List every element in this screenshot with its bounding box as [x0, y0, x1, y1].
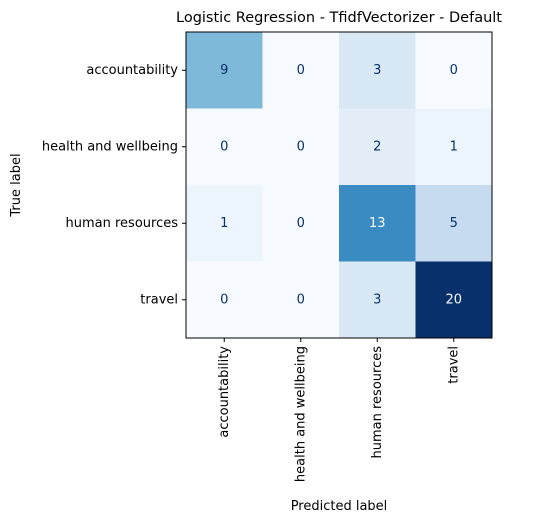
- cell-value-label: 5: [450, 216, 458, 231]
- heatmap-cell: [339, 185, 416, 262]
- cell-value-label: 2: [373, 139, 381, 154]
- heatmap-cell: [415, 32, 493, 109]
- cell-value-label: 9: [220, 63, 228, 78]
- cell-value-label: 0: [450, 63, 458, 78]
- heatmap-cell: [186, 108, 263, 186]
- x-tick-label: health and wellbeing: [293, 346, 308, 482]
- cell-value-label: 0: [297, 139, 305, 154]
- cell-value-label: 0: [297, 216, 305, 231]
- heatmap-cell: [262, 108, 340, 186]
- x-axis-label: Predicted label: [291, 499, 388, 514]
- x-tick-label: travel: [446, 346, 461, 384]
- cell-value-labels: 9 0 3 0 0 0 2 1 1 0 13 5 0 0 3 20: [220, 63, 462, 308]
- heatmap-cell: [186, 261, 263, 339]
- cell-value-label: 3: [373, 292, 381, 307]
- cell-value-label: 3: [373, 63, 381, 78]
- heatmap-cell: [262, 185, 340, 262]
- heatmap-cell: [415, 108, 493, 186]
- x-tick-label: accountability: [217, 346, 232, 438]
- y-axis-label: True label: [9, 153, 24, 217]
- cell-value-label: 1: [220, 216, 228, 231]
- y-tick-label: accountability: [86, 63, 178, 78]
- heatmap-cell: [415, 185, 493, 262]
- x-axis-ticks: accountability health and wellbeing human …: [217, 338, 461, 482]
- cell-value-label: 20: [445, 292, 462, 307]
- heatmap-cell: [339, 108, 416, 186]
- chart-title: Logistic Regression - TfidfVectorizer - …: [176, 10, 502, 26]
- cell-value-label: 0: [297, 63, 305, 78]
- x-tick-label: human resources: [370, 346, 385, 459]
- cell-value-label: 0: [220, 292, 228, 307]
- heatmap-cell: [262, 261, 340, 339]
- heatmap-cell: [186, 32, 263, 109]
- cell-value-label: 13: [369, 216, 386, 231]
- y-axis-ticks: accountability health and wellbeing human …: [42, 63, 186, 307]
- heatmap-cell: [186, 185, 263, 262]
- plot-frame: [185, 31, 493, 339]
- cell-value-label: 0: [220, 139, 228, 154]
- heatmap-cell: [415, 261, 493, 339]
- y-tick-label: travel: [140, 292, 178, 307]
- heatmap-cell: [262, 32, 340, 109]
- cell-value-label: 0: [297, 292, 305, 307]
- y-tick-label: health and wellbeing: [42, 139, 178, 154]
- heatmap-cells: [186, 32, 493, 339]
- y-tick-label: human resources: [66, 216, 179, 231]
- cell-value-label: 1: [450, 139, 458, 154]
- heatmap-cell: [339, 32, 416, 109]
- heatmap-cell: [339, 261, 416, 339]
